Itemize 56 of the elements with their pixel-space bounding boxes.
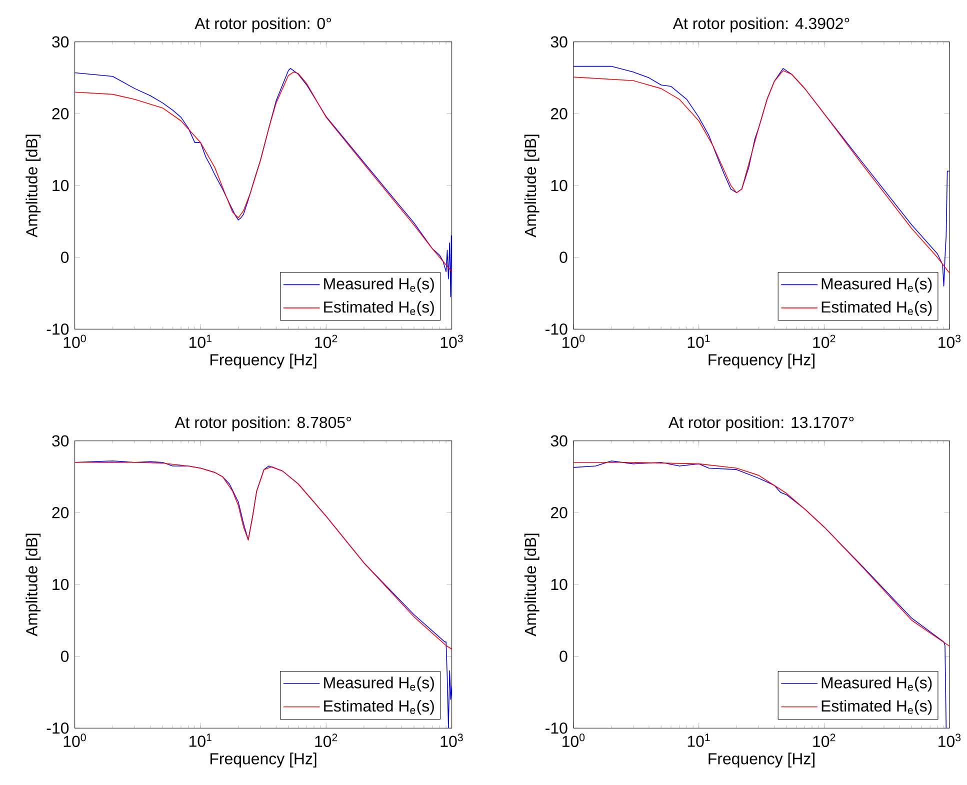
x-tick-label: 10$^{0}$ <box>64 734 86 748</box>
x-tick-label: 10$^{0}$ <box>64 334 86 348</box>
y-tick-label: 20 <box>550 507 568 518</box>
y-tick-label: 0 <box>560 252 568 263</box>
x-tick-label: 10$^{2}$ <box>315 734 338 748</box>
x-tick-label: 10$^{3}$ <box>938 334 961 348</box>
y-tick-label: 10 <box>551 180 568 192</box>
chart-title: At rotor position: 4.3902° <box>672 17 850 32</box>
x-tick-label: 10$^{2}$ <box>315 334 338 348</box>
y-tick-label: 20 <box>550 108 568 120</box>
y-tick-label: 30 <box>550 435 568 447</box>
x-tick-label: 10$^{2}$ <box>813 334 836 348</box>
y-tick-label: 20 <box>52 108 69 120</box>
x-tick-label: 10$^{2}$ <box>813 734 836 748</box>
x-axis-title: Frequency [Hz] <box>708 752 814 768</box>
x-tick-label: 10$^{0}$ <box>562 334 585 348</box>
x-tick-label: 10$^{1}$ <box>688 334 710 348</box>
y-axis-title: Amplitude [dB] <box>524 134 540 238</box>
y-tick-label: 30 <box>550 36 568 48</box>
x-tick-label: 10$^{3}$ <box>440 334 463 348</box>
x-axis-title: Frequency [Hz] <box>708 354 814 369</box>
x-tick-label: 10$^{3}$ <box>440 734 463 748</box>
y-tick-label: 10 <box>52 578 69 590</box>
chart-title: At rotor position: 8.7805° <box>174 416 351 432</box>
legend-label: Measured H$_{e}$(s) <box>324 676 434 692</box>
y-tick-label: 20 <box>52 507 69 518</box>
legend-label: Estimated H$_{e}$(s) <box>324 301 434 316</box>
legend-label: Estimated H$_{e}$(s) <box>822 700 932 715</box>
legend-label: Measured H$_{e}$(s) <box>822 278 932 293</box>
y-tick-label: 0 <box>60 650 69 662</box>
y-tick-label: -10 <box>46 324 69 335</box>
y-tick-label: 10 <box>551 578 568 590</box>
x-tick-label: 10$^{0}$ <box>562 734 585 748</box>
legend-label: Estimated H$_{e}$(s) <box>822 301 932 316</box>
y-tick-label: 30 <box>52 36 69 48</box>
y-axis-title: Amplitude [dB] <box>26 134 41 238</box>
x-axis-title: Frequency [Hz] <box>210 752 316 768</box>
y-tick-label: 30 <box>52 435 69 447</box>
y-tick-label: -10 <box>546 722 568 734</box>
y-axis-title: Amplitude [dB] <box>26 534 41 636</box>
x-axis-title: Frequency [Hz] <box>210 354 316 369</box>
legend-label: Measured H$_{e}$(s) <box>822 676 932 692</box>
x-tick-label: 10$^{1}$ <box>190 734 212 747</box>
y-tick-label: -10 <box>546 324 568 335</box>
x-tick-label: 10$^{1}$ <box>190 334 212 348</box>
y-tick-label: 10 <box>52 180 69 192</box>
x-tick-label: 10$^{3}$ <box>938 734 961 748</box>
x-tick-label: 10$^{1}$ <box>688 734 710 747</box>
chart-title: At rotor position: 13.1707° <box>668 416 854 432</box>
y-tick-label: 0 <box>560 650 568 662</box>
chart-title: At rotor position: 0° <box>194 17 332 32</box>
legend-label: Estimated H$_{e}$(s) <box>324 700 434 715</box>
y-tick-label: -10 <box>46 722 69 734</box>
y-axis-title: Amplitude [dB] <box>524 534 540 636</box>
legend-label: Measured H$_{e}$(s) <box>324 278 434 293</box>
y-tick-label: 0 <box>60 252 69 263</box>
